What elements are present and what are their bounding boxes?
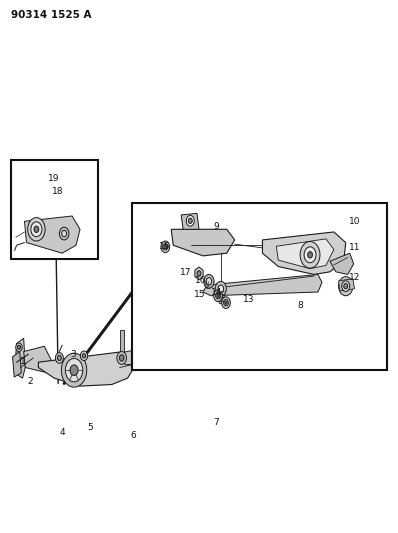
Circle shape [186, 215, 194, 226]
Polygon shape [15, 338, 25, 378]
Text: 7: 7 [213, 418, 219, 427]
Polygon shape [262, 232, 346, 274]
Polygon shape [13, 352, 21, 377]
Circle shape [206, 278, 212, 285]
Circle shape [59, 227, 69, 240]
Circle shape [188, 218, 192, 223]
Text: 2: 2 [28, 377, 33, 386]
Polygon shape [195, 267, 203, 280]
Text: 3: 3 [70, 350, 76, 359]
Polygon shape [38, 352, 136, 386]
Text: 14: 14 [211, 287, 222, 296]
Circle shape [82, 354, 86, 358]
Circle shape [31, 222, 42, 237]
Circle shape [215, 281, 226, 296]
Bar [11, 160, 98, 259]
Circle shape [62, 230, 66, 237]
Circle shape [342, 281, 350, 292]
Polygon shape [118, 344, 177, 365]
Text: 15: 15 [158, 242, 170, 251]
Circle shape [222, 297, 230, 309]
Circle shape [344, 284, 348, 289]
Text: 12: 12 [349, 273, 360, 281]
Polygon shape [330, 253, 354, 274]
Circle shape [34, 226, 39, 232]
Circle shape [197, 271, 201, 276]
Circle shape [300, 241, 320, 268]
Polygon shape [218, 289, 225, 304]
Circle shape [70, 365, 78, 375]
Polygon shape [24, 346, 52, 373]
Bar [132, 203, 387, 370]
Circle shape [57, 356, 61, 361]
Text: 9: 9 [213, 222, 219, 231]
Circle shape [214, 290, 222, 302]
Circle shape [225, 301, 227, 304]
Circle shape [319, 304, 325, 312]
Circle shape [117, 352, 127, 365]
Circle shape [203, 328, 215, 343]
Polygon shape [276, 239, 334, 269]
Circle shape [206, 332, 212, 340]
Text: 4: 4 [59, 429, 65, 438]
Circle shape [16, 343, 22, 352]
Circle shape [308, 252, 312, 258]
Polygon shape [25, 216, 80, 253]
Circle shape [18, 345, 21, 350]
Text: 6: 6 [131, 431, 137, 440]
Circle shape [317, 301, 327, 315]
Circle shape [293, 294, 300, 303]
Circle shape [267, 324, 273, 332]
Text: 5: 5 [87, 423, 93, 432]
Polygon shape [203, 274, 322, 296]
Text: 13: 13 [243, 295, 254, 304]
Text: 19: 19 [47, 174, 59, 183]
Circle shape [260, 314, 280, 341]
Text: 18: 18 [51, 187, 63, 196]
Circle shape [80, 351, 88, 361]
Text: 90314 1525 A: 90314 1525 A [11, 10, 91, 20]
Polygon shape [181, 213, 199, 229]
Circle shape [224, 300, 228, 306]
Circle shape [61, 353, 87, 387]
Circle shape [119, 355, 124, 361]
Text: 8: 8 [297, 301, 303, 310]
Text: 15: 15 [194, 289, 206, 298]
Circle shape [217, 294, 219, 297]
Circle shape [264, 320, 276, 336]
Circle shape [163, 244, 168, 250]
Polygon shape [274, 304, 314, 338]
Text: 10: 10 [349, 217, 361, 226]
Circle shape [164, 245, 166, 248]
Circle shape [218, 285, 224, 293]
Text: 16: 16 [195, 276, 207, 285]
Polygon shape [120, 330, 124, 358]
Polygon shape [243, 314, 286, 352]
Circle shape [65, 359, 83, 382]
Text: 11: 11 [349, 244, 361, 253]
Circle shape [161, 241, 170, 253]
Polygon shape [171, 229, 235, 256]
Circle shape [339, 277, 353, 296]
Circle shape [216, 293, 220, 299]
Polygon shape [339, 279, 355, 291]
Circle shape [204, 274, 214, 288]
Text: 17: 17 [180, 269, 192, 277]
Circle shape [55, 353, 63, 364]
Text: 1: 1 [20, 357, 25, 366]
Circle shape [304, 247, 316, 263]
Circle shape [28, 217, 45, 241]
Polygon shape [302, 296, 340, 330]
